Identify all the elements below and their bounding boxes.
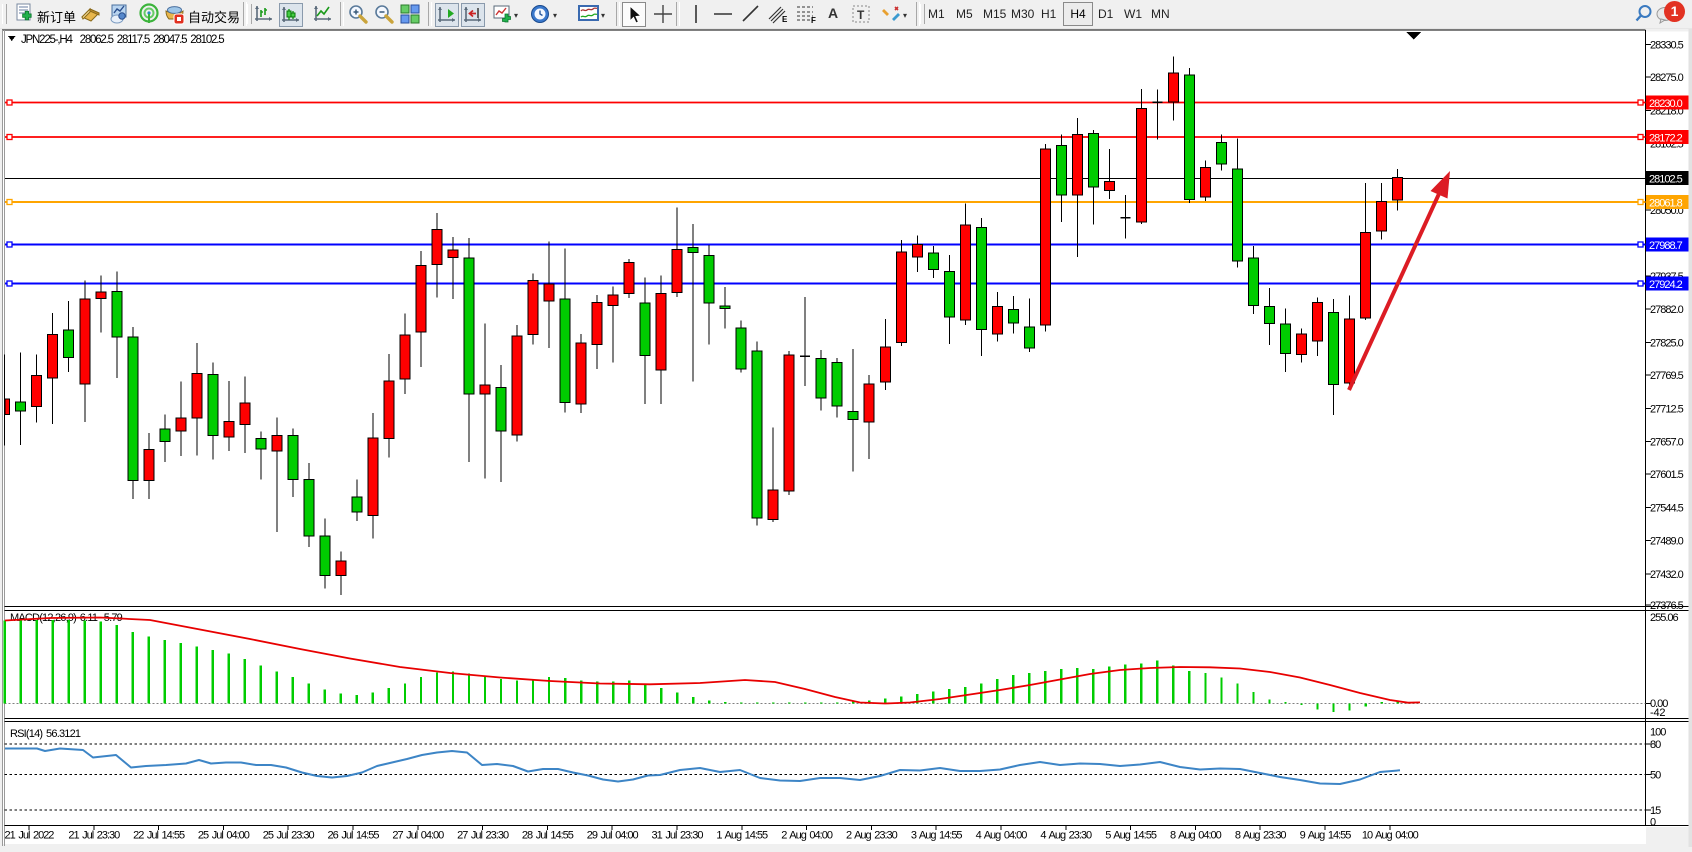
svg-text:25 Jul 04:00: 25 Jul 04:00: [198, 830, 250, 842]
svg-text:15: 15: [1650, 805, 1661, 817]
svg-text:JPN225-,H4 28062.5 28117.5 28: JPN225-,H4 28062.5 28117.5 28047.5 28102…: [21, 34, 224, 46]
svg-text:9 Aug 14:55: 9 Aug 14:55: [1300, 830, 1352, 842]
svg-text:31 Jul 23:30: 31 Jul 23:30: [652, 830, 704, 842]
svg-text:27 Jul 23:30: 27 Jul 23:30: [457, 830, 509, 842]
svg-text:E: E: [782, 15, 788, 24]
svg-text:1 Aug 14:55: 1 Aug 14:55: [716, 830, 768, 842]
svg-text:25 Jul 23:30: 25 Jul 23:30: [263, 830, 315, 842]
svg-text:28275.0: 28275.0: [1650, 72, 1684, 84]
svg-text:-42: -42: [1650, 707, 1665, 719]
svg-text:255.06: 255.06: [1650, 612, 1679, 624]
svg-text:F: F: [811, 16, 816, 25]
svg-text:27769.5: 27769.5: [1650, 370, 1684, 382]
svg-text:28061.8: 28061.8: [1649, 198, 1683, 210]
svg-text:0: 0: [1650, 817, 1656, 829]
svg-text:27 Jul 04:00: 27 Jul 04:00: [392, 830, 444, 842]
svg-text:10 Aug 04:00: 10 Aug 04:00: [1362, 830, 1419, 842]
svg-text:26 Jul 14:55: 26 Jul 14:55: [328, 830, 380, 842]
svg-text:2 Aug 04:00: 2 Aug 04:00: [781, 830, 833, 842]
svg-text:28 Jul 14:55: 28 Jul 14:55: [522, 830, 574, 842]
svg-text:3 Aug 14:55: 3 Aug 14:55: [911, 830, 963, 842]
svg-text:RSI(14) 56.3121: RSI(14) 56.3121: [10, 728, 81, 740]
svg-text:50: 50: [1650, 770, 1661, 782]
svg-text:21 Jul 23:30: 21 Jul 23:30: [68, 830, 120, 842]
svg-text:27544.5: 27544.5: [1650, 503, 1684, 515]
svg-text:22 Jul 14:55: 22 Jul 14:55: [133, 830, 185, 842]
svg-text:29 Jul 04:00: 29 Jul 04:00: [587, 830, 639, 842]
svg-text:28172.2: 28172.2: [1649, 133, 1683, 145]
svg-text:28102.5: 28102.5: [1649, 174, 1683, 186]
svg-text:4 Aug 04:00: 4 Aug 04:00: [976, 830, 1028, 842]
svg-text:2 Aug 23:30: 2 Aug 23:30: [846, 830, 898, 842]
svg-text:27988.7: 27988.7: [1649, 240, 1683, 252]
svg-text:28230.0: 28230.0: [1649, 98, 1683, 110]
svg-text:27924.2: 27924.2: [1649, 279, 1683, 291]
svg-text:27376.5: 27376.5: [1650, 600, 1684, 612]
svg-text:100: 100: [1650, 727, 1666, 739]
svg-text:28330.5: 28330.5: [1650, 39, 1684, 51]
svg-text:27882.0: 27882.0: [1650, 304, 1684, 316]
svg-text:27489.0: 27489.0: [1650, 535, 1684, 547]
svg-text:80: 80: [1650, 739, 1661, 751]
svg-text:27825.0: 27825.0: [1650, 337, 1684, 349]
svg-text:27712.5: 27712.5: [1650, 404, 1684, 416]
svg-text:27601.5: 27601.5: [1650, 469, 1684, 481]
svg-text:27657.0: 27657.0: [1650, 436, 1684, 448]
svg-text:5 Aug 14:55: 5 Aug 14:55: [1105, 830, 1157, 842]
svg-text:4 Aug 23:30: 4 Aug 23:30: [1040, 830, 1092, 842]
svg-text:27432.0: 27432.0: [1650, 569, 1684, 581]
svg-text:T: T: [857, 8, 865, 22]
svg-text:8 Aug 23:30: 8 Aug 23:30: [1235, 830, 1287, 842]
svg-text:21 Jul 2022: 21 Jul 2022: [5, 830, 55, 842]
svg-text:8 Aug 04:00: 8 Aug 04:00: [1170, 830, 1222, 842]
